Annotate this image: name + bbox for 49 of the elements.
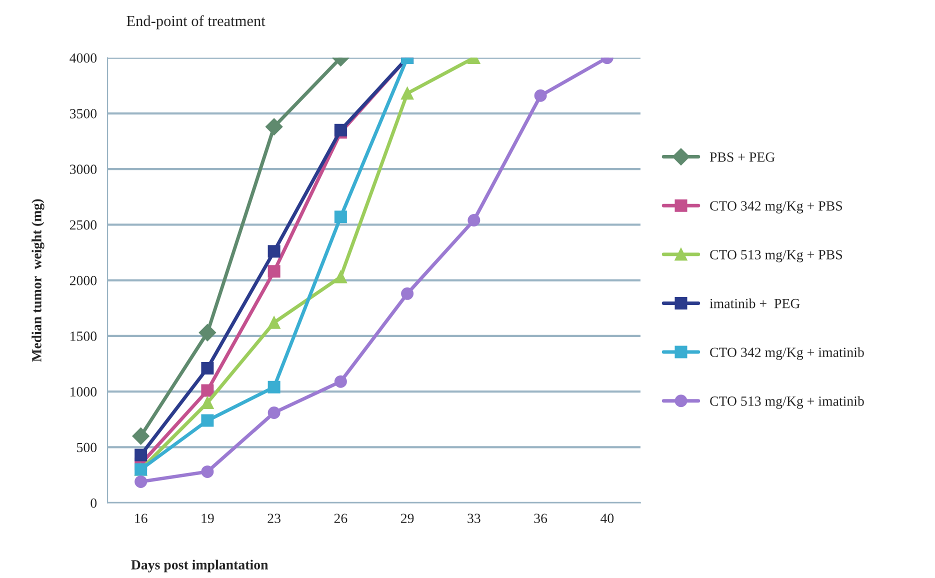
x-tick-label: 36 [534, 514, 548, 524]
point [134, 475, 148, 488]
y-tick-label: 3000 [70, 164, 97, 174]
y-tick-label: 500 [77, 442, 97, 452]
y-tick-label: 3500 [70, 109, 97, 118]
point [334, 375, 347, 388]
point [268, 265, 280, 278]
legend-label: CTO 513 mg/Kg + imatinib [710, 396, 864, 409]
x-tick-label: 16 [135, 514, 148, 524]
point [401, 87, 414, 100]
point [198, 324, 216, 342]
y-tick-label: 2500 [70, 220, 97, 230]
point [534, 89, 547, 102]
y-tick-label: 1500 [70, 332, 97, 341]
point [401, 287, 414, 300]
point [132, 428, 150, 445]
point [334, 124, 347, 136]
y-tick-label: 0 [90, 498, 97, 508]
point [268, 316, 280, 329]
point [468, 214, 480, 226]
x-tick-label: 23 [268, 514, 280, 524]
point [201, 396, 214, 409]
x-tick-label: 26 [334, 514, 348, 524]
chart-title: End-point of treatment [126, 15, 266, 30]
legend-label: CTO 342 mg/Kg + PBS [710, 201, 842, 214]
point [268, 380, 280, 394]
point [201, 362, 214, 374]
point [201, 384, 214, 397]
x-axis-title: Days post implantation [131, 560, 268, 572]
point [201, 414, 214, 427]
y-tick-label: 4000 [70, 53, 97, 63]
x-tick-label: 33 [468, 514, 480, 524]
y-axis-title: Median tumor weight (mg) [32, 199, 44, 362]
legend-label: CTO 513 mg/Kg + PBS [710, 250, 842, 262]
legend-label: imatinib + PEG [710, 298, 800, 308]
legend-label: CTO 342 mg/Kg + imatinib [710, 347, 864, 360]
legend-label: PBS + PEG [710, 152, 775, 162]
point [134, 448, 148, 462]
point [201, 465, 214, 478]
x-tick-label: 29 [400, 514, 414, 524]
x-tick-label: 40 [600, 514, 614, 524]
y-tick-label: 2000 [70, 276, 97, 286]
point [334, 270, 347, 284]
y-tick-label: 1000 [70, 387, 97, 397]
point [268, 245, 280, 258]
point [334, 210, 347, 224]
x-tick-label: 19 [202, 514, 214, 524]
point [268, 406, 280, 419]
point [266, 118, 283, 136]
